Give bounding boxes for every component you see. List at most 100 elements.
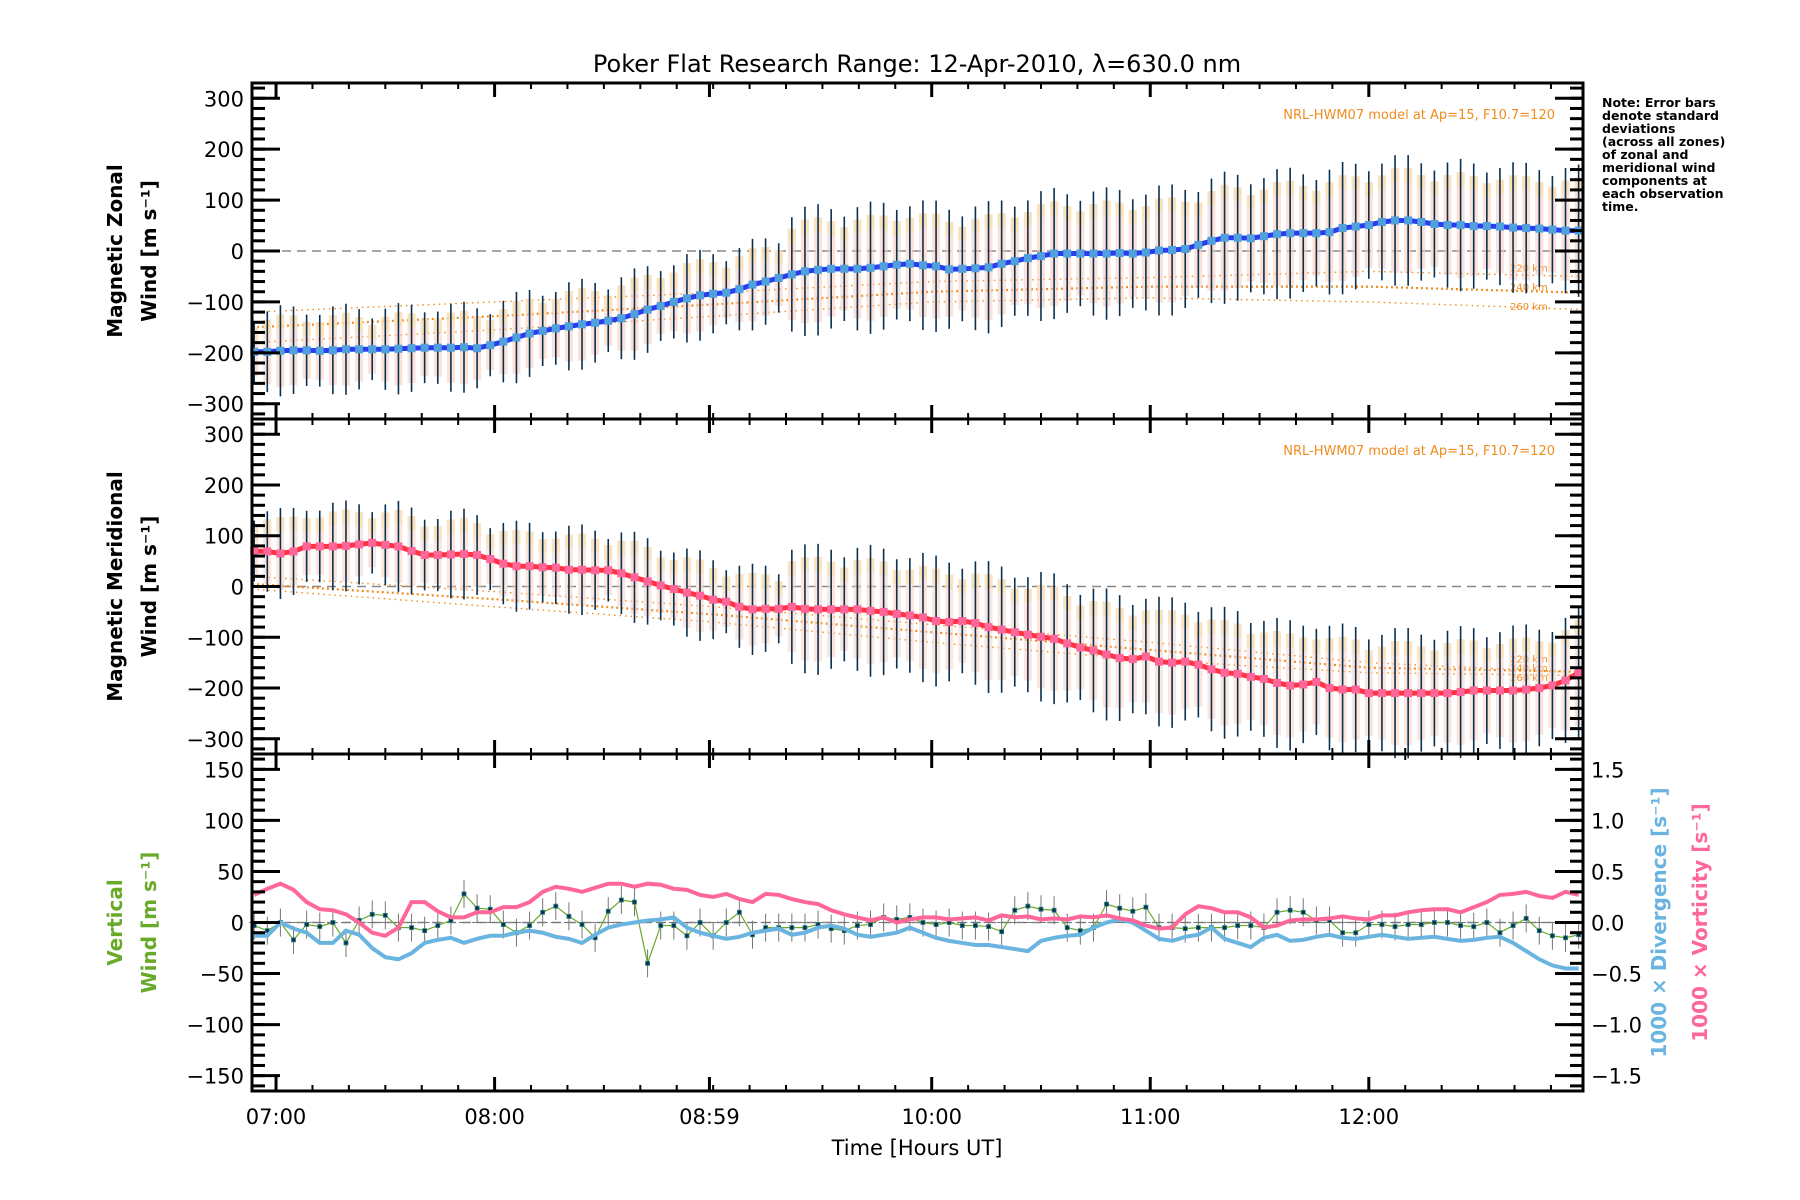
data-point xyxy=(1404,689,1413,698)
data-point xyxy=(722,597,731,606)
data-point xyxy=(1246,672,1255,681)
data-point xyxy=(971,619,980,628)
model-curve-260-km xyxy=(251,588,1584,677)
data-point xyxy=(1325,228,1334,237)
note-line: components at xyxy=(1602,173,1708,188)
data-point xyxy=(1259,674,1268,683)
data-point xyxy=(984,263,993,272)
vertical-wind-point xyxy=(959,923,965,928)
data-point xyxy=(984,623,993,632)
data-point xyxy=(1377,689,1386,698)
data-point xyxy=(1128,249,1137,258)
data-point xyxy=(1377,217,1386,226)
data-point xyxy=(1404,216,1413,225)
data-point xyxy=(1548,225,1557,234)
data-point xyxy=(656,581,665,590)
y-tick-label: 100 xyxy=(204,809,244,833)
chart-title: Poker Flat Research Range: 12-Apr-2010, … xyxy=(593,50,1241,78)
data-point xyxy=(1351,222,1360,231)
data-point xyxy=(735,602,744,611)
data-point xyxy=(551,324,560,333)
data-point xyxy=(538,326,547,335)
data-point xyxy=(355,345,364,354)
data-point xyxy=(1469,222,1478,231)
data-point xyxy=(1417,217,1426,226)
data-point xyxy=(315,346,324,355)
data-point xyxy=(879,607,888,616)
data-point xyxy=(918,261,927,270)
x-tick-label: 08:00 xyxy=(464,1105,525,1129)
data-point xyxy=(1273,230,1282,239)
data-point xyxy=(905,611,914,620)
model-curve-240-km xyxy=(251,582,1584,673)
data-point xyxy=(932,262,941,271)
vertical-wind-point xyxy=(435,923,441,928)
data-point xyxy=(1115,654,1124,663)
data-point xyxy=(997,259,1006,268)
data-point xyxy=(971,264,980,273)
y-tick-label: 0 xyxy=(231,576,244,600)
vertical-wind-point xyxy=(304,922,310,927)
data-point xyxy=(958,264,967,273)
y-tick-label: −50 xyxy=(200,963,244,987)
vertical-wind-point xyxy=(382,912,388,918)
data-point xyxy=(630,573,639,582)
data-point xyxy=(368,345,377,354)
vertical-wind-point xyxy=(1274,909,1280,915)
data-point xyxy=(381,345,390,354)
y-tick-label: −100 xyxy=(186,291,244,315)
vertical-wind-point xyxy=(1340,930,1345,936)
data-point xyxy=(250,546,259,555)
vertical-wind-point xyxy=(920,920,926,925)
vertical-wind-point xyxy=(461,891,467,897)
data-point xyxy=(748,280,757,289)
data-point xyxy=(1338,224,1347,233)
data-point xyxy=(827,264,836,273)
x-tick-label: 11:00 xyxy=(1120,1105,1181,1129)
data-point xyxy=(696,291,705,300)
data-point xyxy=(905,259,914,268)
data-point xyxy=(433,551,442,560)
data-point xyxy=(945,265,954,274)
error-bar-note: Note: Error bars denote standard deviation… xyxy=(1602,96,1792,213)
data-point xyxy=(1509,223,1518,232)
data-point xyxy=(630,310,639,319)
data-point xyxy=(853,264,862,273)
data-point xyxy=(1469,686,1478,695)
vertical-wind-point xyxy=(789,925,795,931)
data-point xyxy=(512,562,521,571)
data-point xyxy=(1391,689,1400,698)
vertical-wind-point xyxy=(1445,920,1450,925)
data-point xyxy=(1023,630,1032,639)
vertical-wind-point xyxy=(1051,907,1057,913)
data-point xyxy=(643,305,652,314)
data-point xyxy=(1141,248,1150,257)
data-point xyxy=(1181,657,1190,666)
vertical-wind-point xyxy=(527,923,532,928)
data-point xyxy=(774,604,783,613)
data-point xyxy=(1076,643,1085,652)
data-point xyxy=(1364,221,1373,230)
data-point xyxy=(1312,677,1321,686)
data-point xyxy=(1535,684,1544,693)
data-point xyxy=(1535,224,1544,233)
data-point xyxy=(1430,220,1439,229)
model-curve-240-km xyxy=(251,285,1584,329)
vertical-wind-point xyxy=(605,908,611,914)
y2-tick-label: 0.5 xyxy=(1591,860,1624,884)
y-tick-label: −200 xyxy=(186,342,244,366)
data-point xyxy=(564,565,573,574)
data-point xyxy=(1220,233,1229,242)
vertical-wind-point xyxy=(343,940,349,946)
vertical-wind-point xyxy=(986,924,991,929)
data-point xyxy=(761,604,770,613)
data-point xyxy=(774,273,783,282)
vertical-wind-point xyxy=(645,960,650,966)
vertical-wind-point xyxy=(540,909,546,915)
vertical-wind-point xyxy=(868,922,873,927)
data-point xyxy=(473,551,482,560)
data-point xyxy=(1036,252,1045,261)
data-point xyxy=(800,604,809,613)
vertical-wind-point xyxy=(330,920,336,925)
vertical-wind-point xyxy=(317,924,323,929)
